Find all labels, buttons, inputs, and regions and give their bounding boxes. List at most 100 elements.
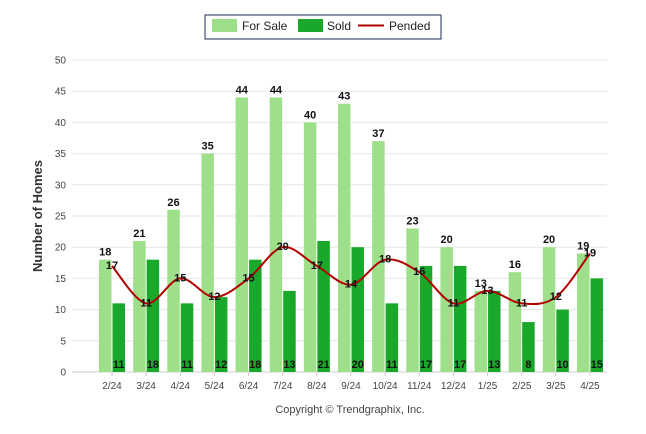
- for-sale-value-label: 16: [509, 259, 521, 271]
- pended-value-label: 17: [311, 260, 323, 272]
- for-sale-value-label: 13: [475, 278, 487, 290]
- bar-for-sale: [167, 209, 180, 372]
- for-sale-value-label: 23: [406, 215, 418, 227]
- bar-for-sale: [406, 228, 419, 372]
- y-tick-label: 5: [60, 336, 66, 347]
- sold-value-label: 21: [317, 359, 329, 371]
- sold-value-label: 11: [113, 359, 125, 371]
- bar-sold: [556, 309, 569, 372]
- pended-value-label: 20: [277, 241, 289, 253]
- legend-swatch-sold: [298, 19, 323, 32]
- sold-value-label: 10: [556, 359, 568, 371]
- bar-sold: [180, 303, 194, 372]
- x-tick-label: 1/25: [478, 381, 498, 392]
- y-axis-ticks: 0 5 10 15 20 25 30 35 40 45 50: [55, 56, 67, 379]
- bar-sold: [488, 290, 501, 372]
- for-sale-value-label: 44: [270, 84, 283, 96]
- pended-value-label: 11: [140, 297, 152, 309]
- legend-label-pended: Pended: [389, 19, 430, 33]
- bar-sold: [385, 303, 399, 372]
- y-tick-label: 30: [55, 180, 67, 191]
- for-sale-value-label: 21: [133, 228, 145, 240]
- for-sale-value-label: 19: [577, 240, 589, 252]
- y-tick-label: 45: [55, 87, 67, 98]
- for-sale-value-label: 35: [202, 141, 214, 153]
- bar-sold: [522, 322, 535, 372]
- y-tick-label: 35: [55, 149, 67, 160]
- x-tick-label: 12/24: [441, 381, 466, 392]
- y-tick-label: 20: [55, 243, 67, 254]
- pended-value-label: 14: [345, 279, 358, 291]
- pended-value-label: 12: [550, 291, 562, 303]
- pended-value-label: 11: [516, 297, 528, 309]
- for-sale-value-label: 44: [236, 84, 249, 96]
- data-labels-layer: 18 11 21 18 26 11 35 12 44 18 44 13 40 21 43 20 37 11 23 17…: [99, 84, 603, 371]
- for-sale-value-label: 26: [167, 197, 179, 209]
- sold-value-label: 17: [454, 359, 466, 371]
- pended-value-label: 15: [174, 272, 186, 284]
- y-tick-label: 10: [55, 305, 67, 316]
- pended-value-label: 18: [379, 254, 391, 266]
- bar-for-sale: [337, 103, 351, 373]
- legend-swatch-for-sale: [212, 19, 237, 32]
- y-tick-label: 50: [55, 56, 67, 67]
- sold-value-label: 11: [386, 359, 398, 371]
- for-sale-value-label: 20: [543, 234, 555, 246]
- bar-for-sale: [133, 240, 146, 372]
- legend: For Sale Sold Pended: [204, 14, 442, 40]
- bar-for-sale: [269, 97, 283, 372]
- bar-for-sale: [440, 247, 453, 372]
- for-sale-value-label: 37: [372, 128, 384, 140]
- x-tick-label: 4/24: [171, 381, 191, 392]
- pended-value-label: 12: [208, 291, 220, 303]
- bars-layer: [99, 97, 603, 373]
- bar-for-sale: [542, 247, 556, 372]
- pended-value-label: 19: [584, 247, 596, 259]
- bar-sold: [249, 259, 262, 372]
- y-tick-label: 25: [55, 212, 67, 223]
- x-tick-label: 9/24: [341, 381, 361, 392]
- sold-value-label: 18: [249, 359, 261, 371]
- sold-value-label: 13: [488, 359, 500, 371]
- pended-value-label: 15: [242, 272, 254, 284]
- sold-value-label: 8: [525, 359, 531, 371]
- bar-sold: [146, 259, 160, 372]
- sold-value-label: 13: [283, 359, 295, 371]
- copyright-text: Copyright © Trendgraphix, Inc.: [275, 404, 424, 416]
- bar-sold: [351, 247, 364, 372]
- x-tick-label: 5/24: [205, 381, 225, 392]
- bar-for-sale: [474, 290, 488, 372]
- sold-value-label: 20: [352, 359, 364, 371]
- x-tick-label: 2/25: [512, 381, 532, 392]
- pended-value-label: 17: [106, 260, 118, 272]
- sold-value-label: 12: [215, 359, 227, 371]
- bar-sold: [590, 278, 603, 372]
- x-tick-label: 2/24: [102, 381, 122, 392]
- bar-sold: [283, 290, 296, 372]
- for-sale-value-label: 20: [441, 234, 453, 246]
- pended-value-label: 16: [413, 266, 425, 278]
- y-tick-label: 40: [55, 118, 67, 129]
- y-tick-label: 0: [60, 368, 66, 379]
- bar-for-sale: [576, 253, 590, 372]
- sold-value-label: 15: [591, 359, 603, 371]
- bar-for-sale: [508, 272, 522, 372]
- for-sale-value-label: 43: [338, 91, 350, 103]
- x-tick-label: 4/25: [580, 381, 600, 392]
- sold-value-label: 18: [147, 359, 159, 371]
- x-axis-ticks: 2/24 3/24 4/24 5/24 6/24 7/24 8/24 9/24 10/24 11/…: [102, 372, 600, 392]
- pended-line: [111, 246, 591, 306]
- legend-label-for-sale: For Sale: [242, 19, 288, 33]
- legend-label-sold: Sold: [327, 19, 351, 33]
- y-tick-label: 15: [55, 274, 67, 285]
- bar-sold: [419, 265, 433, 372]
- x-tick-label: 8/24: [307, 381, 327, 392]
- bar-sold: [214, 297, 228, 372]
- bar-for-sale: [99, 259, 112, 372]
- for-sale-value-label: 40: [304, 109, 316, 121]
- x-tick-label: 3/24: [136, 381, 156, 392]
- pended-value-label: 13: [481, 285, 493, 297]
- x-tick-label: 3/25: [546, 381, 566, 392]
